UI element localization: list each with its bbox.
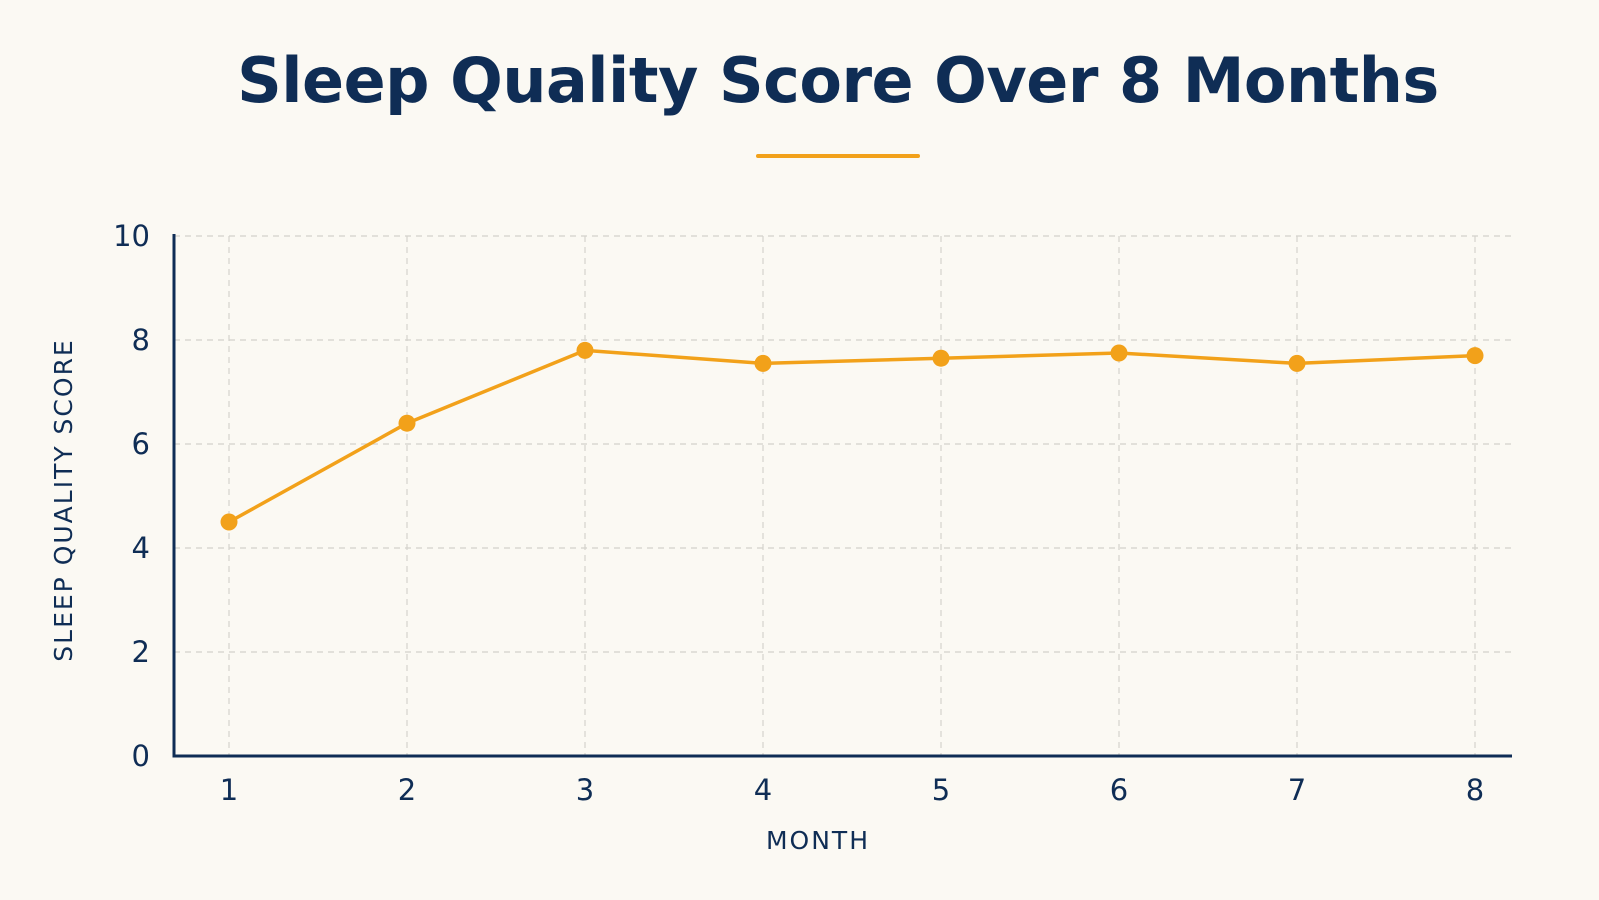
x-tick-label-4: 4 <box>754 773 772 807</box>
data-series <box>220 341 1484 531</box>
y-tick-labels: 0 2 4 6 8 10 <box>113 219 150 773</box>
y-axis-title: SLEEP QUALITY SCORE <box>49 338 78 661</box>
data-point-month-6 <box>1110 344 1128 362</box>
y-tick-label-6: 6 <box>132 427 150 461</box>
data-point-month-1 <box>220 513 238 531</box>
y-tick-label-2: 2 <box>132 635 150 669</box>
x-tick-label-3: 3 <box>576 773 594 807</box>
x-tick-label-7: 7 <box>1288 773 1306 807</box>
x-tick-label-2: 2 <box>398 773 416 807</box>
y-tick-label-4: 4 <box>132 531 150 565</box>
title-underline <box>756 154 920 158</box>
y-tick-label-8: 8 <box>132 323 150 357</box>
data-point-month-5 <box>932 349 950 367</box>
x-tick-labels: 1 2 3 4 5 6 7 8 <box>220 773 1484 807</box>
data-point-month-2 <box>398 414 416 432</box>
data-point-month-8 <box>1466 347 1484 365</box>
data-point-month-3 <box>576 341 594 359</box>
x-tick-label-1: 1 <box>220 773 238 807</box>
x-tick-label-6: 6 <box>1110 773 1128 807</box>
grid-lines <box>174 235 1512 756</box>
series-line-0 <box>227 348 1477 524</box>
axes <box>172 234 1512 758</box>
x-tick-label-5: 5 <box>932 773 950 807</box>
y-tick-label-10: 10 <box>113 219 150 253</box>
x-tick-label-8: 8 <box>1466 773 1484 807</box>
chart-title: Sleep Quality Score Over 8 Months <box>237 44 1439 117</box>
y-tick-label-0: 0 <box>132 739 150 773</box>
data-point-month-4 <box>754 354 772 372</box>
data-point-month-7 <box>1288 354 1306 372</box>
x-axis-title: MONTH <box>766 826 870 855</box>
